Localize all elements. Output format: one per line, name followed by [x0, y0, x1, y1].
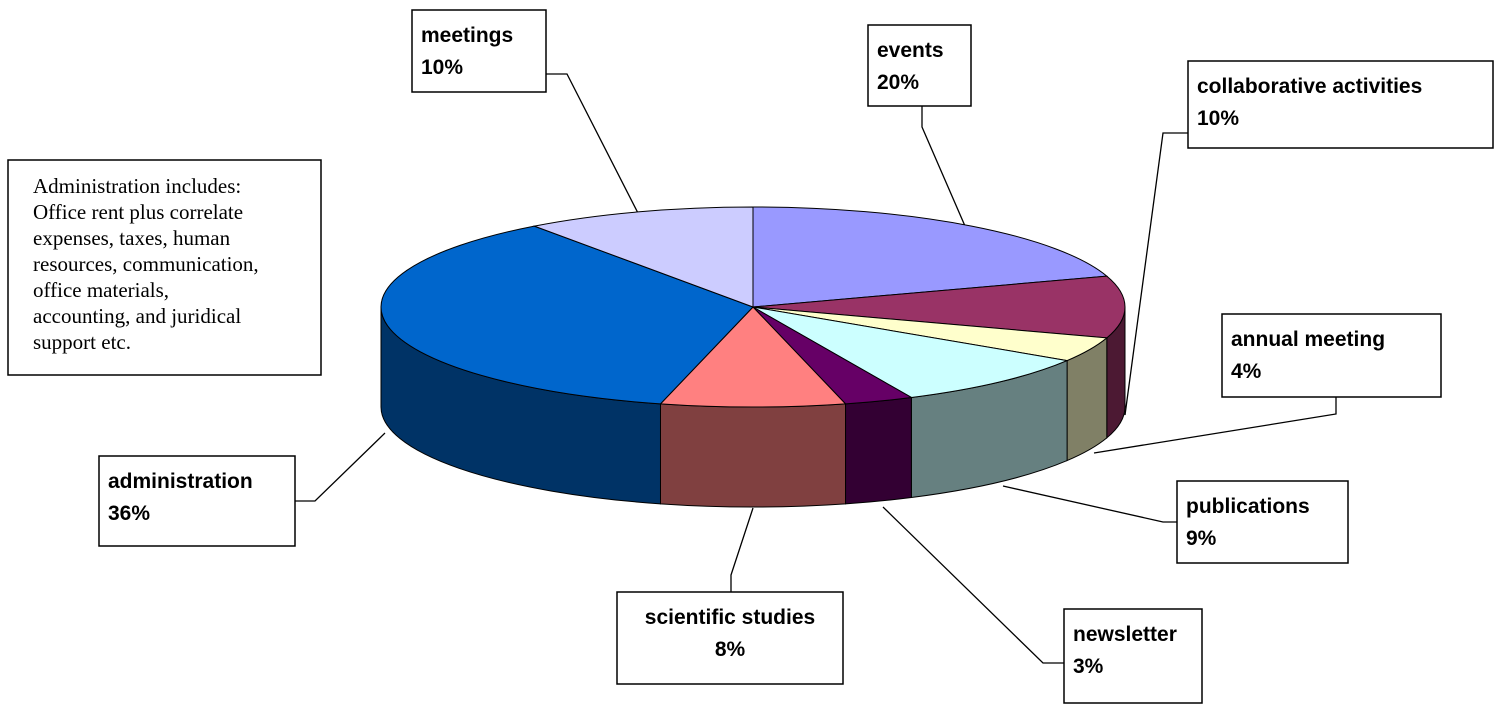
label-frame	[1221, 313, 1442, 398]
slice-label-name: scientific studies	[645, 606, 815, 629]
leader-line-meetings	[546, 73, 641, 218]
label-frame	[867, 24, 972, 107]
slice-label-percent: 4%	[1231, 360, 1262, 383]
note-line: Office rent plus correlate	[33, 200, 243, 224]
note-line: office materials,	[33, 278, 169, 302]
slice-label-percent: 10%	[1197, 107, 1239, 130]
slice-label-name: events	[877, 39, 944, 62]
leader-line-publications	[1002, 485, 1177, 523]
label-frame	[411, 9, 547, 93]
slice-label-percent: 36%	[108, 502, 150, 525]
leader-line-administration	[295, 432, 386, 502]
label-frame	[616, 591, 844, 685]
slice-label-name: collaborative activities	[1197, 75, 1422, 98]
label-box-annual-meeting: annual meeting 4%	[1221, 313, 1442, 398]
label-box-administration: administration 36%	[98, 455, 296, 547]
pie-slice-scientific-studies	[659, 306, 847, 408]
leader-lines	[295, 73, 1337, 664]
label-box-collaborative-activities: collaborative activities 10%	[1187, 60, 1494, 149]
label-box-events: events 20%	[867, 24, 972, 107]
label-box-publications: publications 9%	[1176, 480, 1349, 564]
slice-label-percent: 3%	[1073, 655, 1104, 678]
leader-line-scientific-studies	[730, 507, 754, 592]
label-box-meetings: meetings 10%	[411, 9, 547, 93]
leader-line-annual-meeting	[1093, 397, 1337, 454]
note-line: expenses, taxes, human	[33, 226, 231, 250]
label-box-scientific-studies: scientific studies 8%	[616, 591, 844, 685]
slice-label-percent: 8%	[715, 638, 746, 661]
label-frame	[98, 455, 296, 547]
slice-label-percent: 9%	[1186, 527, 1217, 550]
pie-slice-publications	[752, 306, 1069, 399]
note-line: support etc.	[33, 330, 131, 354]
pie-top-faces	[380, 206, 1126, 408]
slice-label-name: newsletter	[1073, 623, 1177, 646]
pie-slice-meetings	[532, 206, 754, 308]
slice-label-name: publications	[1186, 495, 1310, 518]
pie-side-walls	[380, 306, 1126, 508]
note-line: Administration includes:	[33, 174, 241, 198]
administration-note: Administration includes: Office rent plu…	[7, 159, 322, 376]
slice-label-name: annual meeting	[1231, 328, 1385, 351]
note-line: accounting, and juridical	[33, 304, 241, 328]
slice-labels: events 20% collaborative activities 10% annu…	[98, 9, 1494, 704]
leader-line-newsletter	[882, 506, 1064, 664]
slice-label-name: administration	[108, 470, 253, 493]
slice-label-name: meetings	[421, 24, 513, 47]
label-frame	[1187, 60, 1494, 149]
label-frame	[1063, 608, 1203, 704]
slice-label-percent: 10%	[421, 56, 463, 79]
pie-slice-administration	[380, 225, 754, 405]
note-line: resources, communication,	[33, 252, 259, 276]
pie-slice-events	[752, 206, 1109, 308]
pie-slice-collaborative-activities	[752, 275, 1126, 339]
pie-side-newsletter	[845, 396, 912, 505]
pie-side-scientific-studies	[659, 403, 847, 508]
label-frame	[1176, 480, 1349, 564]
leader-line-collaborative-activities	[1124, 132, 1188, 416]
slice-label-percent: 20%	[877, 71, 919, 94]
label-box-newsletter: newsletter 3%	[1063, 608, 1203, 704]
